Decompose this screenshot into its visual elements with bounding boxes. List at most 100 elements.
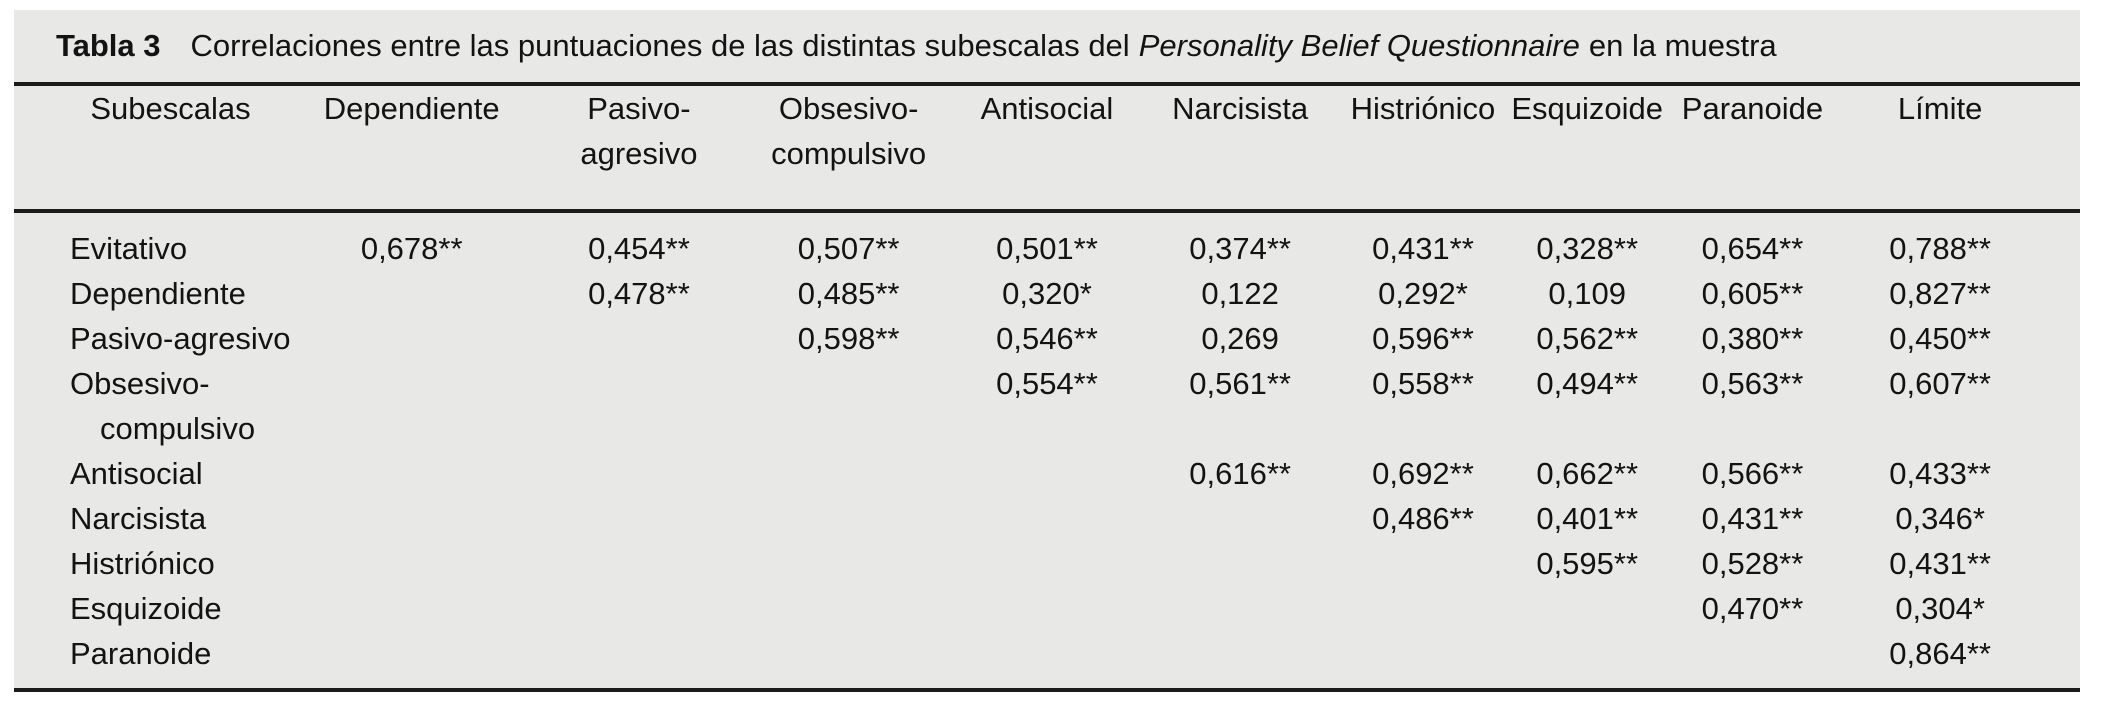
- caption-italic-text: Personality Belief Questionnaire: [1138, 28, 1580, 63]
- correlation-cell: [293, 316, 531, 361]
- row-label: Paranoide: [70, 636, 212, 671]
- correlation-cell: 0,561**: [1189, 366, 1291, 401]
- correlation-cell: [1144, 541, 1336, 586]
- correlation-cell: [747, 586, 949, 631]
- correlation-cell: 0,563**: [1701, 366, 1804, 401]
- correlation-cell: [530, 586, 747, 631]
- table-row: Histriónico 0,595** 0,528** 0,431**: [14, 541, 2080, 586]
- correlation-cell: 0,616**: [1189, 456, 1291, 491]
- correlation-cell: 0,654**: [1701, 231, 1804, 266]
- row-label: Esquizoide: [70, 591, 222, 626]
- correlation-cell: 0,554**: [996, 366, 1098, 401]
- correlation-cell: [950, 496, 1144, 541]
- correlation-cell: [293, 586, 531, 631]
- table-row: Dependiente 0,478** 0,485** 0,320* 0,122 0,29…: [14, 271, 2080, 316]
- correlation-cell: [1144, 631, 1336, 676]
- correlation-cell: [950, 541, 1144, 586]
- column-header: Límite: [1840, 86, 2080, 213]
- correlation-cell: [1510, 586, 1665, 631]
- correlation-cell: 0,566**: [1701, 456, 1804, 491]
- correlation-cell: [293, 496, 531, 541]
- row-label: Histriónico: [70, 546, 215, 581]
- correlation-cell: 0,346*: [1895, 501, 1985, 536]
- correlation-cell: 0,485**: [797, 276, 900, 311]
- table-row: Pasivo-agresivo 0,598** 0,546** 0,269 0,596*…: [14, 316, 2080, 361]
- column-header: Esquizoide: [1509, 86, 1665, 213]
- correlation-cell: [1510, 631, 1665, 676]
- correlation-cell: [530, 541, 747, 586]
- correlation-cell: 0,269: [1201, 321, 1279, 356]
- row-label: Antisocial: [70, 456, 203, 491]
- correlation-cell: [293, 451, 531, 496]
- correlation-cell: 0,678**: [360, 231, 463, 266]
- correlation-cell: 0,595**: [1536, 546, 1639, 581]
- table-row: Antisocial 0,616** 0,692** 0,662** 0,566** 0,…: [14, 451, 2080, 496]
- correlation-cell: [530, 361, 747, 451]
- correlation-cell: [1336, 631, 1510, 676]
- correlation-cell: [530, 496, 747, 541]
- correlation-cell: 0,431**: [1701, 501, 1804, 536]
- column-header: Paranoide: [1664, 86, 1841, 213]
- table-body: Evitativo 0,678** 0,454** 0,507** 0,501** 0,3…: [14, 211, 2080, 676]
- correlation-cell: [1336, 541, 1510, 586]
- correlation-cell: 0,450**: [1889, 321, 1991, 356]
- correlation-cell: [293, 541, 531, 586]
- row-label: Narcisista: [70, 501, 207, 536]
- correlation-cell: 0,470**: [1701, 591, 1804, 626]
- correlation-cell: 0,598**: [797, 321, 900, 356]
- correlation-cell: [747, 541, 949, 586]
- correlation-cell: 0,501**: [996, 231, 1098, 266]
- correlation-cell: 0,864**: [1889, 636, 1991, 671]
- correlation-cell: [1144, 496, 1336, 541]
- column-header: Pasivo-agresivo: [530, 86, 748, 213]
- correlation-cell: [747, 451, 949, 496]
- column-header: Histriónico: [1336, 86, 1510, 213]
- correlation-cell: [293, 631, 531, 676]
- correlation-cell: 0,494**: [1536, 366, 1639, 401]
- correlation-cell: 0,607**: [1889, 366, 1991, 401]
- column-header: Subescalas: [14, 86, 293, 213]
- table-caption: Tabla 3 Correlaciones entre las puntuacio…: [14, 10, 2080, 86]
- correlation-cell: [747, 361, 949, 451]
- table-row: Esquizoide 0,470** 0,304*: [14, 586, 2080, 631]
- correlation-cell: [530, 631, 747, 676]
- table-row: Paranoide 0,864**: [14, 631, 2080, 676]
- table-number: Tabla 3: [56, 28, 161, 63]
- row-label: Pasivo-agresivo: [70, 321, 291, 356]
- correlation-cell: 0,478**: [588, 276, 690, 311]
- correlation-cell: 0,486**: [1372, 501, 1474, 536]
- table-panel: Tabla 3 Correlaciones entre las puntuacio…: [14, 10, 2080, 692]
- row-label: Obsesivo-compulsivo: [70, 366, 256, 446]
- correlation-cell: 0,788**: [1889, 231, 1991, 266]
- table-row: Narcisista 0,486** 0,401** 0,431** 0,346*: [14, 496, 2080, 541]
- caption-text-suffix: en la muestra: [1588, 28, 1777, 63]
- correlation-cell: 0,605**: [1701, 276, 1804, 311]
- correlation-cell: 0,122: [1201, 276, 1279, 311]
- correlation-cell: 0,662**: [1536, 456, 1639, 491]
- correlation-cell: 0,528**: [1701, 546, 1804, 581]
- correlation-cell: [950, 586, 1144, 631]
- correlation-table: Subescalas Dependiente Pasivo-agresivo Obse…: [14, 86, 2080, 676]
- correlation-cell: 0,328**: [1536, 231, 1639, 266]
- correlation-cell: [1665, 631, 1841, 676]
- row-label: Evitativo: [70, 231, 188, 266]
- correlation-cell: [747, 496, 949, 541]
- correlation-cell: 0,109: [1548, 276, 1626, 311]
- correlation-cell: 0,562**: [1536, 321, 1639, 356]
- correlation-cell: 0,596**: [1372, 321, 1474, 356]
- caption-text: Correlaciones entre las puntuaciones de …: [190, 28, 1130, 63]
- correlation-cell: [747, 631, 949, 676]
- row-label: Dependiente: [70, 276, 246, 311]
- correlation-cell: 0,401**: [1536, 501, 1639, 536]
- correlation-cell: [530, 451, 747, 496]
- column-header: Antisocial: [949, 86, 1145, 213]
- table-row: Obsesivo-compulsivo 0,554** 0,561** 0,558**…: [14, 361, 2080, 451]
- correlation-cell: [293, 361, 531, 451]
- correlation-cell: 0,546**: [996, 321, 1098, 356]
- correlation-cell: [530, 316, 747, 361]
- column-header: Dependiente: [292, 86, 531, 213]
- correlation-cell: 0,320*: [1002, 276, 1092, 311]
- table-row: Evitativo 0,678** 0,454** 0,507** 0,501** 0,3…: [14, 211, 2080, 271]
- correlation-cell: 0,292*: [1378, 276, 1468, 311]
- correlation-cell: 0,433**: [1889, 456, 1991, 491]
